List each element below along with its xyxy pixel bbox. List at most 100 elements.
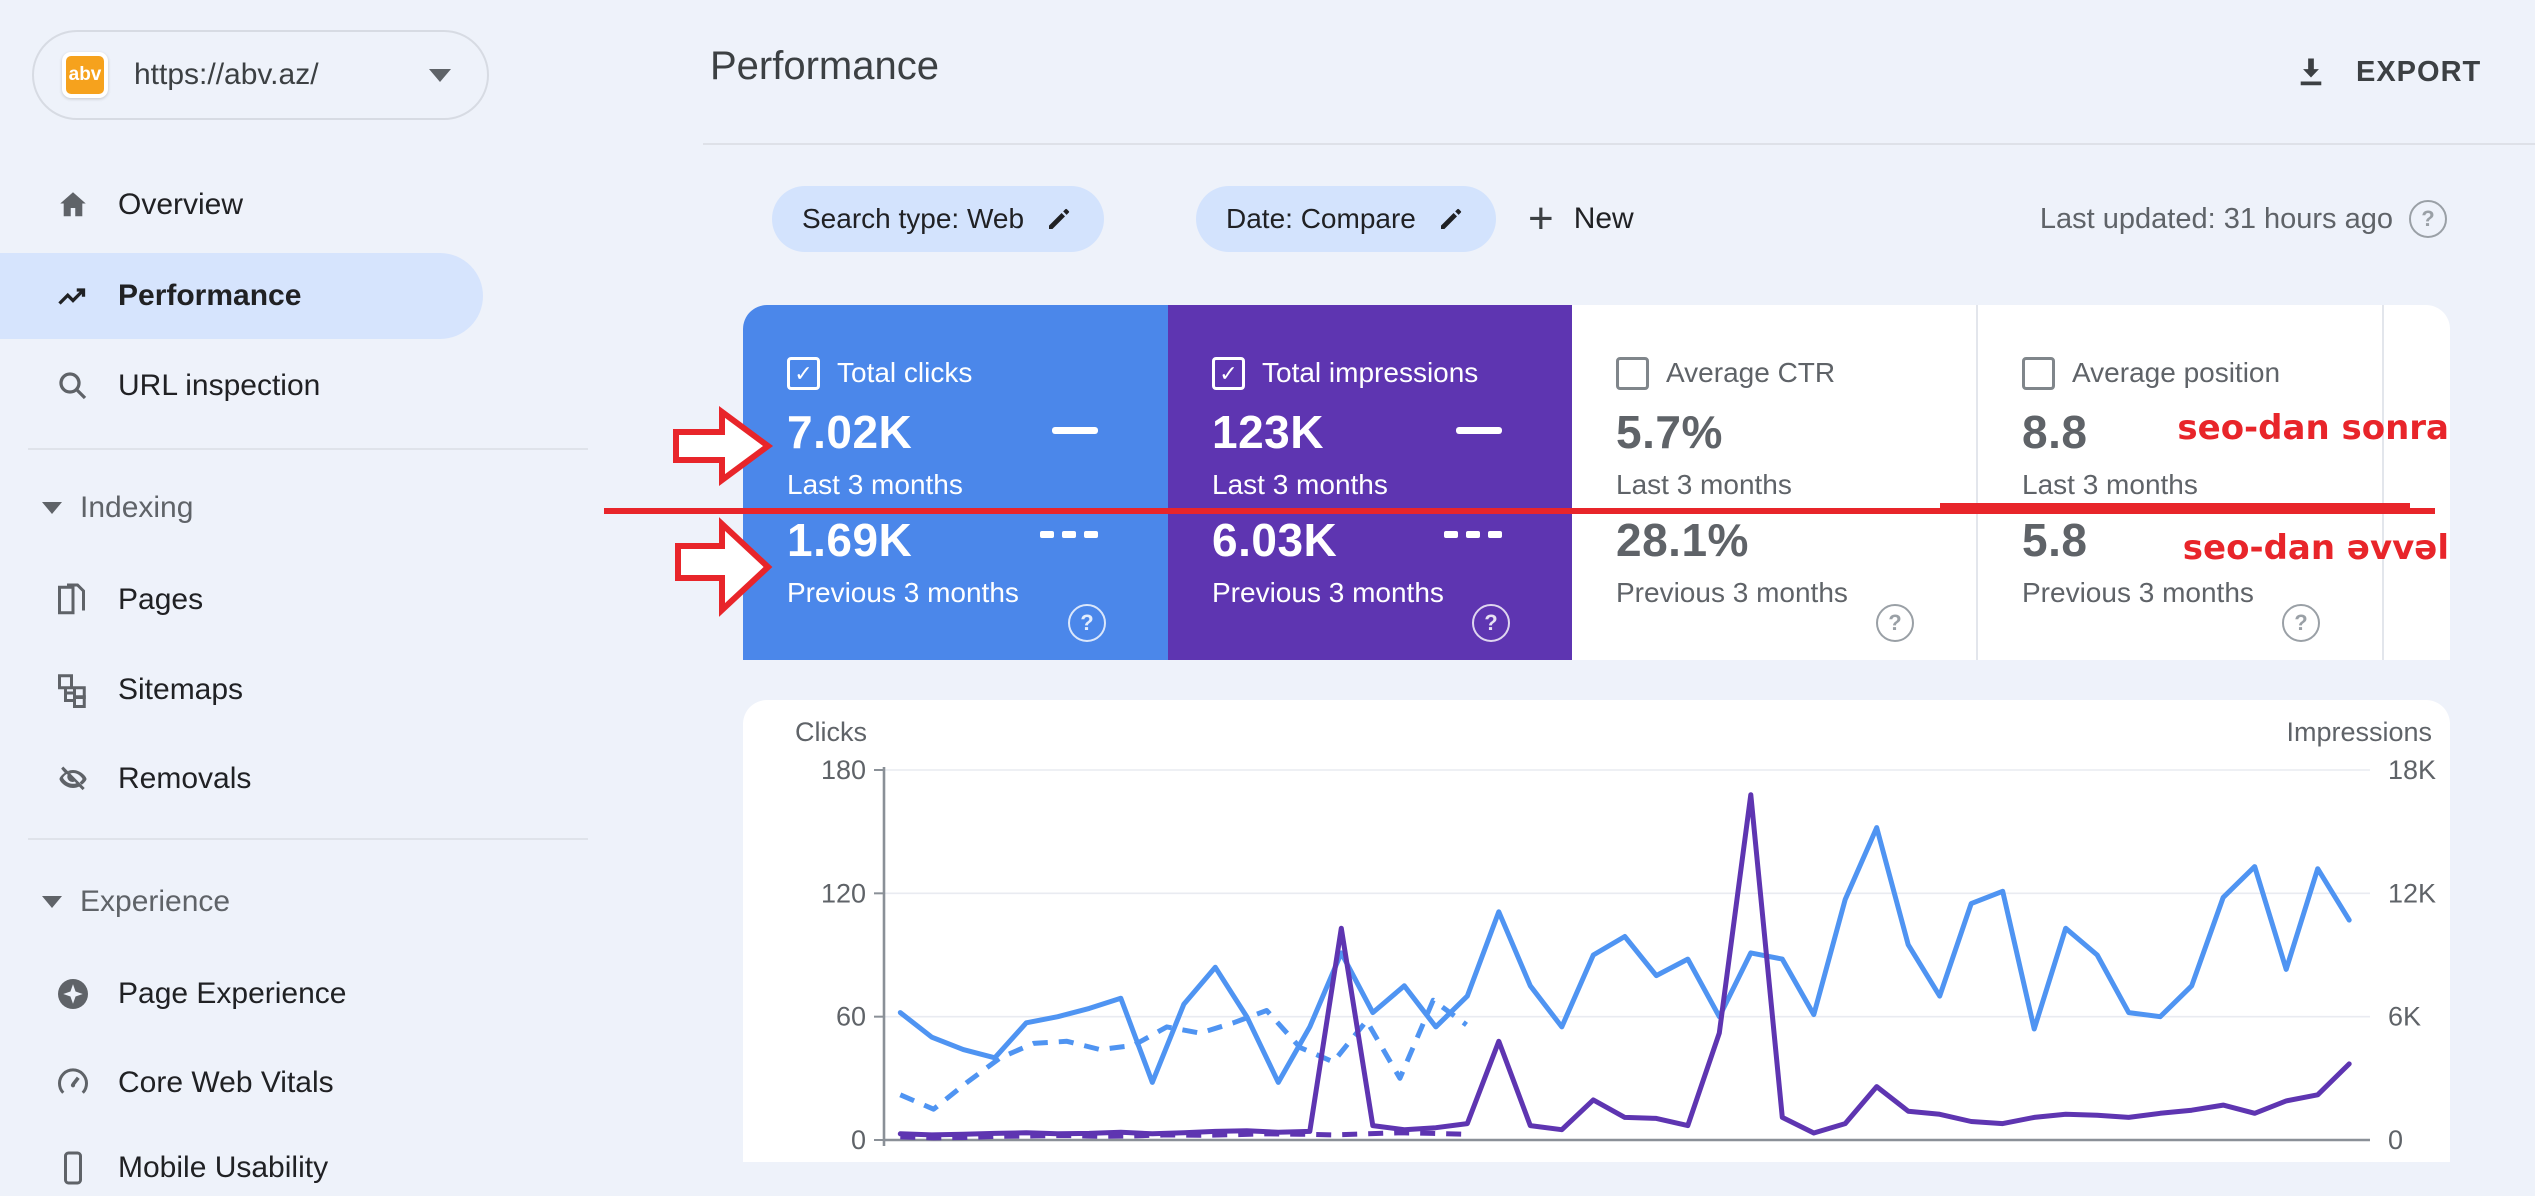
sidebar-section-label: Indexing [80,491,194,524]
eye-off-icon [55,761,91,797]
site-logo: abv [62,52,108,98]
right-axis-title: Impressions [2286,717,2432,747]
home-icon [55,187,91,223]
sidebar-section-experience[interactable]: Experience [0,877,560,927]
search-type-chip[interactable]: Search type: Web [772,186,1105,252]
sidebar-divider [28,448,588,450]
dashed-line-legend-icon [1040,531,1098,538]
header-divider [703,143,2535,145]
collapse-caret-icon [42,502,62,514]
page-title: Performance [710,44,939,88]
card-current-period: Last 3 months [1212,469,1388,500]
card-previous-period: Previous 3 months [1616,577,1848,608]
chart-panel [743,700,2450,1162]
annotation-after-seo: seo-dan sonra [2177,408,2449,448]
site-logo-text: abv [66,56,104,94]
export-button[interactable]: EXPORT [2292,42,2481,102]
sidebar-divider [28,838,588,840]
card-previous-period: Previous 3 months [1212,577,1444,608]
sitemap-icon [55,672,91,708]
card-previous-period: Previous 3 months [2022,577,2254,608]
performance-chart[interactable]: 0 0 60 6K 120 12K 180 18K [0,0,2535,1162]
search-icon [55,368,91,404]
sidebar-item-url-inspection[interactable]: URL inspection [0,358,560,414]
edit-pencil-icon [1440,208,1462,229]
sidebar-item-page-experience[interactable]: Page Experience [0,966,560,1022]
card-current-value: 123K [1212,406,1324,458]
last-updated-text: Last updated: 31 hours ago [2039,202,2393,235]
download-icon [2300,58,2322,86]
sidebar-item-overview[interactable]: Overview [0,177,560,233]
card-previous-value: 28.1% [1616,514,1749,566]
card-average-ctr[interactable]: Average CTR 5.7% Last 3 months 28.1% Pre… [1572,305,1978,660]
sidebar-item-label: Core Web Vitals [118,1066,334,1099]
annotation-before-seo: seo-dan əvvəl [2182,528,2449,568]
help-icon[interactable]: ? [2409,200,2447,238]
dropdown-caret-icon [429,68,451,82]
collapse-caret-icon [42,896,62,908]
pages-icon [55,582,91,618]
checkbox-unchecked-icon[interactable] [1616,357,1649,390]
card-total-clicks[interactable]: Total clicks 7.02K Last 3 months 1.69K P… [743,305,1168,660]
card-current-period: Last 3 months [1616,469,1792,500]
svg-text:120: 120 [821,878,866,908]
sidebar-item-removals[interactable]: Removals [0,751,560,807]
help-icon[interactable]: ? [2282,604,2320,642]
solid-line-legend-icon [1456,427,1502,434]
svg-text:180: 180 [821,755,866,785]
card-title: Average position [2072,357,2281,388]
sidebar-item-label: Overview [118,188,244,221]
last-updated: Last updated: 31 hours ago ? [2040,200,2447,238]
sidebar-item-core-web-vitals[interactable]: Core Web Vitals [0,1055,560,1111]
card-current-value: 7.02K [787,406,913,458]
property-url: https://abv.az/ [134,58,319,91]
left-axis-title: Clicks [795,717,867,747]
sidebar-item-label: Removals [118,762,252,795]
card-current-value: 8.8 [2022,406,2088,458]
card-previous-value: 6.03K [1212,514,1338,566]
star-circle-icon [55,976,91,1012]
help-icon[interactable]: ? [1068,604,1106,642]
svg-text:60: 60 [836,1002,866,1032]
property-selector[interactable]: abv https://abv.az/ [32,30,489,120]
sidebar-item-label: Sitemaps [118,673,244,706]
checkbox-checked-icon[interactable] [787,357,820,390]
card-previous-value: 5.8 [2022,514,2088,566]
sidebar-item-label: Pages [118,583,204,616]
sidebar-item-label: Performance [118,279,302,312]
sidebar-section-indexing[interactable]: Indexing [0,483,560,533]
sidebar-selected-highlight [0,253,483,339]
svg-text:12K: 12K [2388,878,2436,908]
sidebar-item-pages[interactable]: Pages [0,572,560,628]
card-title: Total clicks [837,357,973,388]
sidebar-item-label: URL inspection [118,369,321,402]
edit-pencil-icon [1049,208,1070,229]
card-current-period: Last 3 months [787,469,963,500]
sidebar-section-label: Experience [80,885,231,918]
plus-icon: + [1528,194,1554,243]
card-title: Average CTR [1666,357,1836,388]
help-icon[interactable]: ? [1472,604,1510,642]
export-label: EXPORT [2356,55,2482,88]
chip-label: Date: Compare [1226,203,1416,234]
solid-line-legend-icon [1052,427,1098,434]
card-title: Total impressions [1262,357,1479,388]
svg-text:0: 0 [2388,1125,2403,1155]
svg-text:18K: 18K [2388,755,2436,785]
new-filter-button[interactable]: + New [1528,186,1634,252]
help-icon[interactable]: ? [1876,604,1914,642]
checkbox-checked-icon[interactable] [1212,357,1245,390]
card-previous-period: Previous 3 months [787,577,1019,608]
svg-text:0: 0 [851,1125,866,1155]
chip-label: Search type: Web [802,203,1025,234]
date-compare-chip[interactable]: Date: Compare [1196,186,1496,252]
card-previous-value: 1.69K [787,514,913,566]
card-current-period: Last 3 months [2022,469,2198,500]
card-total-impressions[interactable]: Total impressions 123K Last 3 months 6.0… [1168,305,1572,660]
card-average-position[interactable]: Average position 8.8 Last 3 months 5.8 P… [1978,305,2384,660]
sidebar-item-performance[interactable]: Performance [0,268,560,324]
svg-text:6K: 6K [2388,1002,2421,1032]
sidebar-item-sitemaps[interactable]: Sitemaps [0,662,560,718]
checkbox-unchecked-icon[interactable] [2022,357,2055,390]
new-filter-label: New [1573,202,1634,235]
